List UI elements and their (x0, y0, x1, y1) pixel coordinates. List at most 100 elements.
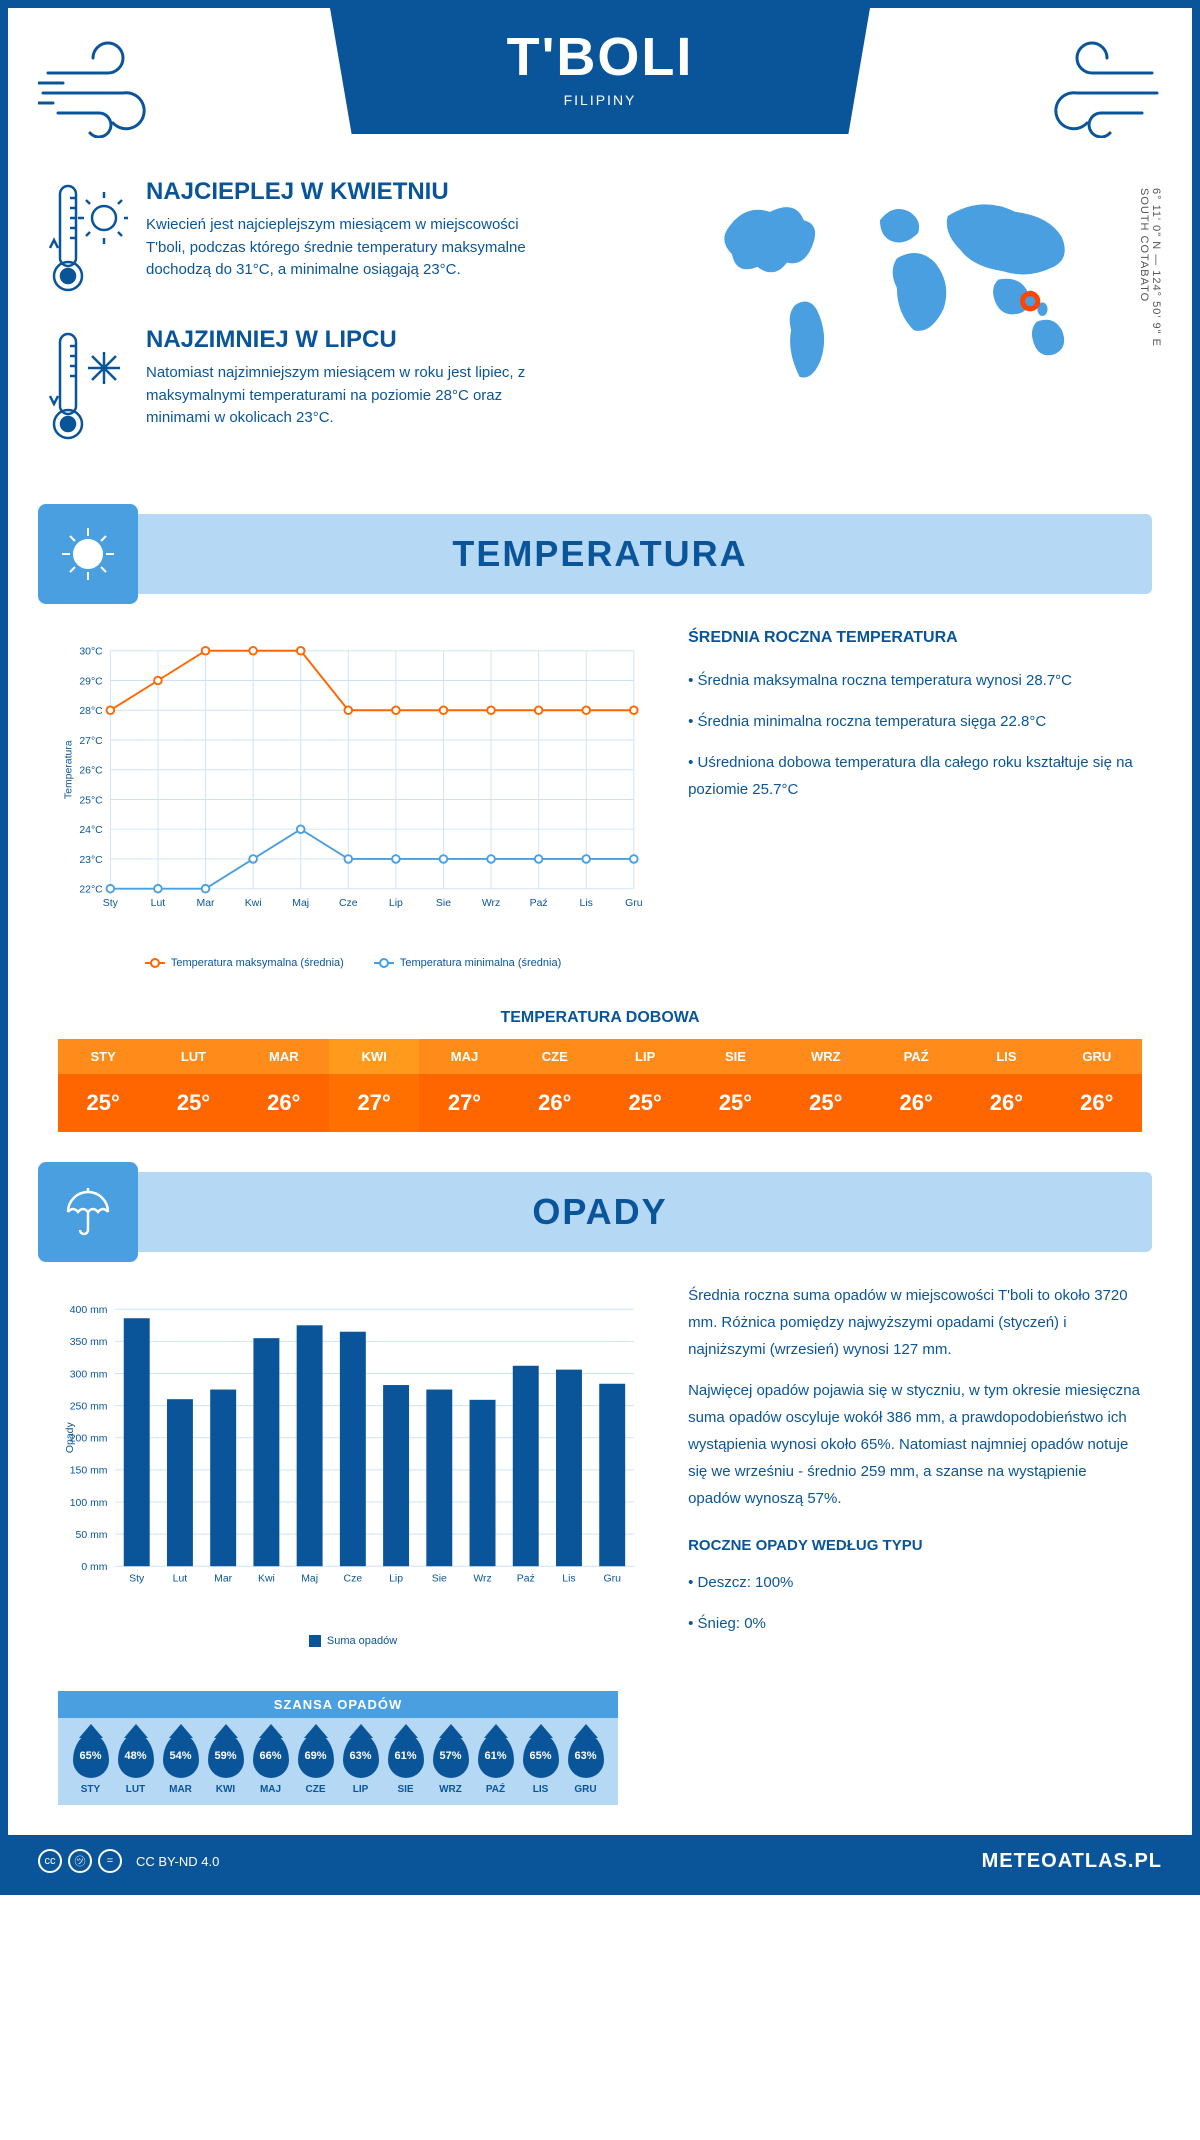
svg-text:Lis: Lis (580, 898, 593, 909)
svg-text:Wrz: Wrz (482, 898, 500, 909)
svg-text:Lip: Lip (389, 1573, 403, 1584)
daily-value: 25° (781, 1074, 871, 1132)
warmest-fact: NAJCIEPLEJ W KWIETNIU Kwiecień jest najc… (48, 178, 639, 298)
svg-text:Lis: Lis (562, 1573, 575, 1584)
chance-drop: 66%MAJ (253, 1734, 289, 1795)
chance-drop: 48%LUT (118, 1734, 154, 1795)
svg-text:Gru: Gru (603, 1573, 621, 1584)
precip-text2: Najwięcej opadów pojawia się w styczniu,… (688, 1377, 1142, 1512)
chance-drop: 57%WRZ (433, 1734, 469, 1795)
warmest-text: Kwiecień jest najcieplejszym miesiącem w… (146, 214, 526, 282)
precip-type-bullet: • Śnieg: 0% (688, 1610, 1142, 1637)
svg-text:400 mm: 400 mm (70, 1305, 108, 1316)
daily-col: GRU26° (1052, 1039, 1142, 1132)
daily-month: LUT (148, 1039, 238, 1074)
svg-text:27°C: 27°C (79, 736, 103, 747)
daily-col: MAJ27° (419, 1039, 509, 1132)
svg-text:0 mm: 0 mm (81, 1562, 107, 1573)
chance-box: SZANSA OPADÓW 65%STY48%LUT54%MAR59%KWI66… (58, 1691, 618, 1805)
svg-text:Opady: Opady (65, 1422, 76, 1454)
precip-text1: Średnia roczna suma opadów w miejscowośc… (688, 1282, 1142, 1363)
daily-col: CZE26° (510, 1039, 600, 1132)
temp-chart: 22°C23°C24°C25°C26°C27°C28°C29°C30°CStyL… (58, 624, 648, 969)
title-banner: T'BOLI FILIPINY (330, 8, 870, 134)
temp-info-title: ŚREDNIA ROCZNA TEMPERATURA (688, 624, 1142, 653)
cc-icon: cc (38, 1849, 62, 1873)
svg-text:Sty: Sty (129, 1573, 145, 1584)
precip-header: OPADY (48, 1172, 1152, 1252)
chance-drop: 59%KWI (208, 1734, 244, 1795)
precip-type-bullet: • Deszcz: 100% (688, 1569, 1142, 1596)
temp-bullet: • Średnia minimalna roczna temperatura s… (688, 708, 1142, 735)
chance-drop: 54%MAR (163, 1734, 199, 1795)
temp-chart-row: 22°C23°C24°C25°C26°C27°C28°C29°C30°CStyL… (8, 624, 1192, 989)
daily-value: 27° (329, 1074, 419, 1132)
svg-text:150 mm: 150 mm (70, 1466, 108, 1477)
svg-text:26°C: 26°C (79, 766, 103, 777)
svg-text:Cze: Cze (344, 1573, 363, 1584)
daily-temp-title: TEMPERATURA DOBOWA (8, 1009, 1192, 1027)
page: T'BOLI FILIPINY (0, 0, 1200, 1895)
daily-col: STY25° (58, 1039, 148, 1132)
daily-col: LIP25° (600, 1039, 690, 1132)
svg-text:Maj: Maj (301, 1573, 318, 1584)
daily-col: LUT25° (148, 1039, 238, 1132)
daily-value: 25° (600, 1074, 690, 1132)
license-text: CC BY-ND 4.0 (136, 1854, 219, 1869)
by-icon: ㋡ (68, 1849, 92, 1873)
chance-drop: 61%PAŹ (478, 1734, 514, 1795)
daily-value: 27° (419, 1074, 509, 1132)
chance-drop: 61%SIE (388, 1734, 424, 1795)
wind-icon (38, 38, 178, 138)
chance-drop: 65%STY (73, 1734, 109, 1795)
svg-text:Lut: Lut (173, 1573, 188, 1584)
sun-badge-icon (38, 504, 138, 604)
svg-text:Kwi: Kwi (258, 1573, 275, 1584)
daily-value: 26° (510, 1074, 600, 1132)
world-map (659, 178, 1152, 398)
thermometer-snow-icon (48, 326, 128, 446)
coldest-text: Natomiast najzimniejszym miesiącem w rok… (146, 362, 526, 430)
daily-month: MAR (239, 1039, 329, 1074)
temp-bullet: • Średnia maksymalna roczna temperatura … (688, 667, 1142, 694)
daily-month: GRU (1052, 1039, 1142, 1074)
temperature-header: TEMPERATURA (48, 514, 1152, 594)
svg-text:30°C: 30°C (79, 647, 103, 658)
svg-text:Mar: Mar (214, 1573, 233, 1584)
cc-icons: cc ㋡ = (38, 1849, 122, 1873)
svg-text:24°C: 24°C (79, 825, 103, 836)
daily-col: LIS26° (961, 1039, 1051, 1132)
svg-text:Maj: Maj (292, 898, 309, 909)
svg-text:Lip: Lip (389, 898, 403, 909)
chance-title: SZANSA OPADÓW (58, 1691, 618, 1718)
precip-heading: OPADY (48, 1191, 1152, 1233)
location-subtitle: FILIPINY (330, 92, 870, 108)
coldest-title: NAJZIMNIEJ W LIPCU (146, 326, 526, 354)
svg-text:Paź: Paź (517, 1573, 535, 1584)
daily-month: PAŹ (871, 1039, 961, 1074)
daily-month: WRZ (781, 1039, 871, 1074)
daily-value: 25° (148, 1074, 238, 1132)
temp-legend: Temperatura maksymalna (średnia)Temperat… (58, 957, 648, 969)
temperature-heading: TEMPERATURA (48, 533, 1152, 575)
svg-text:Sie: Sie (432, 1573, 447, 1584)
daily-temp-table: STY25°LUT25°MAR26°KWI27°MAJ27°CZE26°LIP2… (58, 1039, 1142, 1132)
daily-month: SIE (690, 1039, 780, 1074)
svg-text:Sie: Sie (436, 898, 451, 909)
daily-col: SIE25° (690, 1039, 780, 1132)
svg-text:300 mm: 300 mm (70, 1369, 108, 1380)
chance-drop: 65%LIS (523, 1734, 559, 1795)
svg-text:100 mm: 100 mm (70, 1498, 108, 1509)
umbrella-badge-icon (38, 1162, 138, 1262)
daily-month: STY (58, 1039, 148, 1074)
precip-chart-row: 0 mm50 mm100 mm150 mm200 mm250 mm300 mm3… (8, 1282, 1192, 1671)
map-block: 6° 11' 0" N — 124° 50' 9" E SOUTH COTABA… (659, 178, 1152, 474)
daily-value: 26° (1052, 1074, 1142, 1132)
footer: cc ㋡ = CC BY-ND 4.0 METEOATLAS.PL (8, 1835, 1192, 1887)
svg-text:28°C: 28°C (79, 706, 103, 717)
precip-legend: Suma opadów (58, 1635, 648, 1647)
svg-text:25°C: 25°C (79, 795, 103, 806)
chance-drop: 63%GRU (568, 1734, 604, 1795)
svg-text:23°C: 23°C (79, 855, 103, 866)
daily-value: 26° (239, 1074, 329, 1132)
